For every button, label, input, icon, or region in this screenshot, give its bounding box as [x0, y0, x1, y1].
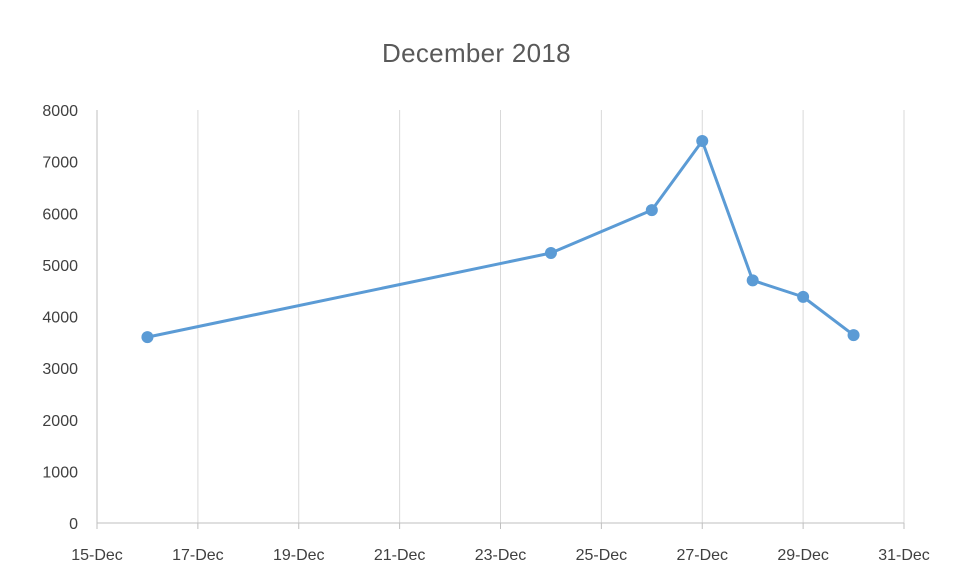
y-tick-label: 5000: [42, 258, 78, 275]
y-tick-label: 3000: [42, 361, 78, 378]
y-tick-label: 8000: [42, 103, 78, 120]
y-tick-label: 0: [69, 516, 78, 533]
data-point: [696, 134, 709, 147]
y-tick-label: 2000: [42, 413, 78, 430]
x-tick-label: 25-Dec: [576, 547, 628, 564]
data-point: [141, 331, 154, 344]
data-point: [645, 204, 658, 217]
chart-title: December 2018: [382, 38, 571, 68]
data-point: [544, 247, 557, 260]
x-tick-label: 27-Dec: [676, 547, 728, 564]
y-tick-label: 6000: [42, 206, 78, 223]
data-point: [847, 329, 860, 342]
y-tick-label: 7000: [42, 155, 78, 172]
x-tick-label: 21-Dec: [374, 547, 426, 564]
x-tick-label: 15-Dec: [71, 547, 123, 564]
x-tick-label: 31-Dec: [878, 547, 930, 564]
x-tick-label: 19-Dec: [273, 547, 325, 564]
x-tick-label: 23-Dec: [475, 547, 527, 564]
data-point: [746, 274, 759, 287]
x-tick-label: 29-Dec: [777, 547, 829, 564]
data-point: [797, 290, 810, 303]
y-tick-label: 4000: [42, 310, 78, 327]
x-tick-label: 17-Dec: [172, 547, 224, 564]
y-tick-label: 1000: [42, 464, 78, 481]
